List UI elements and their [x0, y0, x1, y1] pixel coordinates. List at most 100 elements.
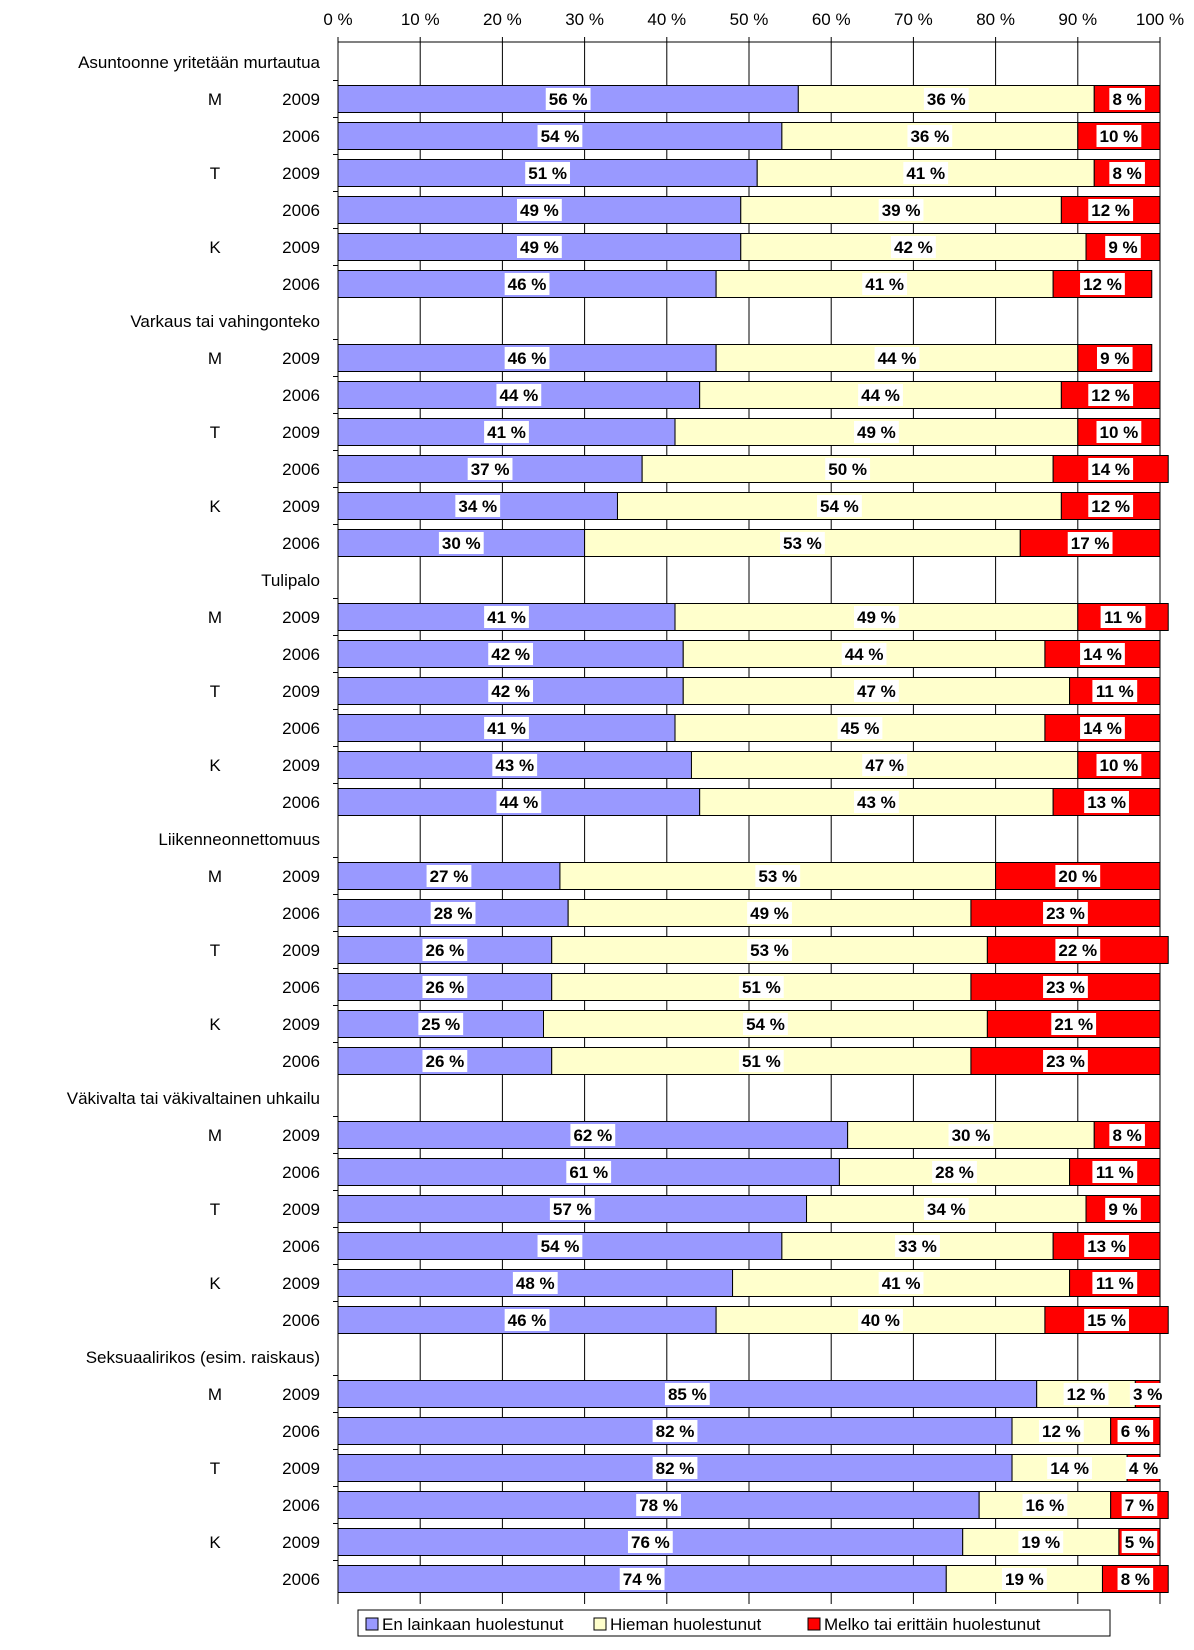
data-label-bg: [1109, 88, 1145, 110]
row-year: 2006: [282, 386, 320, 405]
data-label-bg: [1084, 1309, 1129, 1331]
row-year: 2006: [282, 1311, 320, 1330]
row-category: K: [209, 238, 221, 257]
data-label-bg: [747, 939, 792, 961]
row-year: 2006: [282, 793, 320, 812]
data-label: 9 %: [1100, 349, 1129, 368]
row-category: M: [208, 1385, 222, 1404]
data-label-bg: [1129, 1383, 1166, 1405]
data-label-bg: [1092, 1272, 1138, 1294]
data-label-bg: [841, 643, 887, 665]
row-year: 2009: [282, 349, 320, 368]
x-tick-label: 70 %: [894, 10, 933, 29]
data-label: 11 %: [1096, 1274, 1134, 1293]
data-label: 40 %: [861, 1311, 900, 1330]
data-label: 33 %: [898, 1237, 937, 1256]
row-category: M: [208, 1126, 222, 1145]
data-label: 8 %: [1121, 1570, 1150, 1589]
row-year: 2009: [282, 238, 320, 257]
data-label-bg: [619, 1568, 665, 1590]
data-label-bg: [854, 791, 899, 813]
data-label-bg: [1067, 532, 1113, 554]
data-label: 36 %: [927, 90, 966, 109]
row-year: 2006: [282, 127, 320, 146]
row-year: 2006: [282, 1163, 320, 1182]
data-label-bg: [1084, 791, 1129, 813]
data-label: 51 %: [742, 978, 781, 997]
row-year: 2009: [282, 867, 320, 886]
row-year: 2006: [282, 1496, 320, 1515]
x-tick-label: 40 %: [647, 10, 686, 29]
data-label-bg: [430, 902, 476, 924]
x-tick-label: 20 %: [483, 10, 522, 29]
data-label-bg: [488, 680, 534, 702]
data-label-bg: [1117, 1420, 1154, 1442]
row-year: 2009: [282, 682, 320, 701]
data-label-bg: [426, 865, 472, 887]
data-label-bg: [747, 902, 792, 924]
row-category: K: [209, 1533, 221, 1552]
data-label: 11 %: [1096, 1163, 1134, 1182]
data-label-bg: [418, 1013, 464, 1035]
data-label-bg: [549, 1198, 595, 1220]
data-label: 49 %: [520, 201, 559, 220]
legend-label: En lainkaan huolestunut: [382, 1615, 564, 1634]
data-label: 23 %: [1046, 904, 1085, 923]
data-label: 54 %: [820, 497, 859, 516]
data-label: 9 %: [1108, 238, 1137, 257]
row-category: T: [210, 941, 220, 960]
data-label: 4 %: [1129, 1459, 1158, 1478]
row-year: 2009: [282, 90, 320, 109]
data-label-bg: [1080, 717, 1125, 739]
row-year: 2009: [282, 756, 320, 775]
row-year: 2006: [282, 1570, 320, 1589]
data-label: 3 %: [1133, 1385, 1162, 1404]
data-label: 13 %: [1087, 793, 1126, 812]
row-year: 2006: [282, 978, 320, 997]
data-label-bg: [907, 125, 953, 147]
data-label-bg: [862, 754, 908, 776]
data-label: 12 %: [1091, 386, 1130, 405]
legend-box: [357, 1609, 1111, 1637]
data-label-bg: [1092, 1161, 1138, 1183]
row-year: 2009: [282, 497, 320, 516]
data-label: 53 %: [758, 867, 797, 886]
row-year: 2009: [282, 1126, 320, 1145]
data-label: 42 %: [491, 682, 530, 701]
row-year: 2006: [282, 904, 320, 923]
row-category: K: [209, 497, 221, 516]
data-label: 37 %: [471, 460, 510, 479]
data-label: 41 %: [865, 275, 904, 294]
data-label-bg: [1055, 939, 1101, 961]
data-label: 85 %: [668, 1385, 707, 1404]
data-label: 46 %: [508, 275, 547, 294]
data-label-bg: [862, 273, 908, 295]
data-label: 28 %: [935, 1163, 974, 1182]
data-label-bg: [1018, 1531, 1064, 1553]
data-label: 41 %: [487, 719, 526, 738]
data-label-bg: [923, 88, 969, 110]
data-label-bg: [1121, 1531, 1158, 1553]
data-label: 19 %: [1021, 1533, 1060, 1552]
data-label-bg: [422, 1050, 468, 1072]
row-year: 2009: [282, 1274, 320, 1293]
data-label: 14 %: [1083, 645, 1122, 664]
data-label-bg: [854, 606, 899, 628]
data-label: 49 %: [750, 904, 789, 923]
data-label: 46 %: [508, 1311, 547, 1330]
row-category: M: [208, 90, 222, 109]
data-label-bg: [422, 939, 468, 961]
data-label-bg: [895, 1235, 940, 1257]
data-label: 82 %: [656, 1422, 695, 1441]
row-category: T: [210, 1459, 220, 1478]
data-label-bg: [652, 1457, 698, 1479]
data-label-bg: [1096, 754, 1142, 776]
row-category: M: [208, 867, 222, 886]
data-label: 11 %: [1104, 608, 1142, 627]
data-label: 11 %: [1096, 682, 1134, 701]
data-label: 47 %: [857, 682, 896, 701]
data-label: 8 %: [1112, 90, 1141, 109]
data-label-bg: [1125, 1457, 1162, 1479]
group-title: Tulipalo: [261, 571, 320, 590]
